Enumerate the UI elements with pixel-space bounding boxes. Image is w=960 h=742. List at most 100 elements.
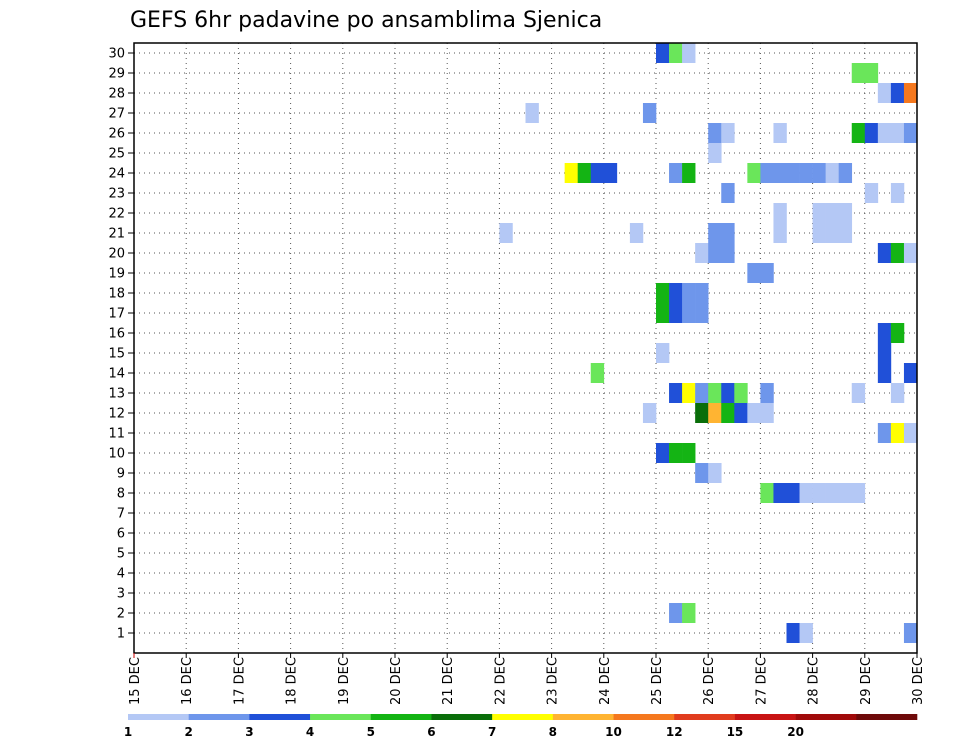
precip-cell — [812, 483, 826, 503]
precip-cell — [825, 483, 839, 503]
x-tick-label: 24 DEC — [598, 657, 613, 705]
y-tick-label: 24 — [108, 167, 125, 182]
y-tick-label: 17 — [108, 307, 125, 322]
precip-cell — [890, 123, 905, 143]
precip-cell — [590, 163, 605, 183]
precip-cell — [877, 363, 892, 383]
y-tick-label: 13 — [108, 387, 125, 402]
precip-cell — [760, 263, 774, 283]
precip-cell — [695, 243, 709, 263]
x-tick-label: 17 DEC — [232, 657, 247, 705]
precip-cell — [838, 163, 853, 183]
legend-label: 12 — [666, 725, 683, 739]
y-tick-label: 12 — [108, 407, 125, 422]
precip-cell — [773, 483, 787, 503]
precip-cell — [682, 163, 696, 183]
precip-cell — [890, 83, 905, 103]
precip-cell — [682, 283, 696, 303]
precip-cell — [838, 223, 853, 243]
precip-cell — [629, 223, 644, 243]
plot-frame — [133, 42, 918, 654]
y-tick-label: 18 — [108, 287, 125, 302]
precip-cell — [760, 403, 774, 423]
legend-swatch — [370, 714, 432, 720]
precip-cell — [708, 463, 722, 483]
precip-cell — [708, 123, 722, 143]
y-tick-label: 10 — [108, 447, 125, 462]
precip-cell — [903, 623, 918, 643]
precip-cell — [877, 343, 892, 363]
x-tick-label: 20 DEC — [389, 657, 404, 705]
precip-cell — [890, 243, 905, 263]
precip-cell — [890, 423, 905, 443]
precip-cell — [890, 183, 905, 203]
legend-swatch — [310, 714, 372, 720]
legend-label: 3 — [245, 725, 253, 739]
precip-cell — [773, 223, 787, 243]
y-tick-label: 23 — [108, 187, 125, 202]
precip-cell — [708, 243, 722, 263]
precip-cell — [642, 403, 657, 423]
x-tick-label: 22 DEC — [493, 657, 508, 705]
legend-swatch — [128, 714, 189, 720]
precip-cell — [877, 83, 892, 103]
legend-label: 8 — [549, 725, 557, 739]
precip-cell — [682, 603, 696, 623]
x-tick-label: 21 DEC — [441, 657, 456, 705]
precip-cell — [669, 603, 683, 623]
precip-cell — [877, 123, 892, 143]
precip-cell — [773, 123, 787, 143]
legend-label: 1 — [124, 725, 132, 739]
precip-cell — [499, 223, 513, 243]
legend-swatch — [674, 714, 736, 720]
precip-cell — [851, 63, 866, 83]
y-tick-label: 28 — [108, 87, 125, 102]
precip-cell — [734, 383, 748, 403]
precip-cell — [669, 443, 683, 463]
precip-cell — [877, 423, 892, 443]
y-tick-label: 14 — [108, 367, 125, 382]
y-tick-label: 27 — [108, 107, 125, 122]
precip-cell — [708, 403, 722, 423]
y-tick-label: 11 — [108, 427, 125, 442]
x-tick-label: 19 DEC — [337, 657, 352, 705]
grid-lines — [134, 43, 917, 653]
precip-cell — [695, 463, 709, 483]
precip-cell — [903, 363, 918, 383]
precip-cell — [851, 483, 866, 503]
color-legend: 1 2 3 4 5 6 7 8 10 12 15 20 — [124, 714, 918, 739]
precip-cell — [708, 383, 722, 403]
precip-cell — [786, 483, 800, 503]
precip-cell — [721, 123, 735, 143]
x-tick-label: 30 DEC — [911, 657, 926, 705]
precip-cell — [682, 383, 696, 403]
precip-cell — [760, 163, 774, 183]
precip-cell — [825, 223, 839, 243]
y-tick-label: 15 — [108, 347, 125, 362]
y-tick-label: 20 — [108, 247, 125, 262]
precip-cell — [656, 283, 670, 303]
y-tick-label: 7 — [117, 507, 125, 522]
precip-cell — [773, 203, 787, 223]
precip-cell — [721, 183, 735, 203]
y-tick-label: 3 — [117, 587, 125, 602]
precip-cell — [590, 363, 605, 383]
legend-label: 15 — [727, 725, 744, 739]
precip-cell — [812, 163, 826, 183]
x-tick-label: 25 DEC — [650, 657, 665, 705]
y-tick-label: 29 — [108, 67, 125, 82]
precip-cell — [851, 383, 866, 403]
precip-cell — [890, 323, 905, 343]
legend-swatch — [795, 714, 857, 720]
y-tick-label: 21 — [108, 227, 125, 242]
precip-cell — [838, 483, 853, 503]
precip-cell — [760, 383, 774, 403]
legend-swatch — [492, 714, 554, 720]
precip-cell — [695, 383, 709, 403]
y-tick-label: 26 — [108, 127, 125, 142]
legend-swatch — [431, 714, 493, 720]
precip-cell — [656, 343, 670, 363]
precip-cell — [656, 443, 670, 463]
precip-cell — [721, 223, 735, 243]
